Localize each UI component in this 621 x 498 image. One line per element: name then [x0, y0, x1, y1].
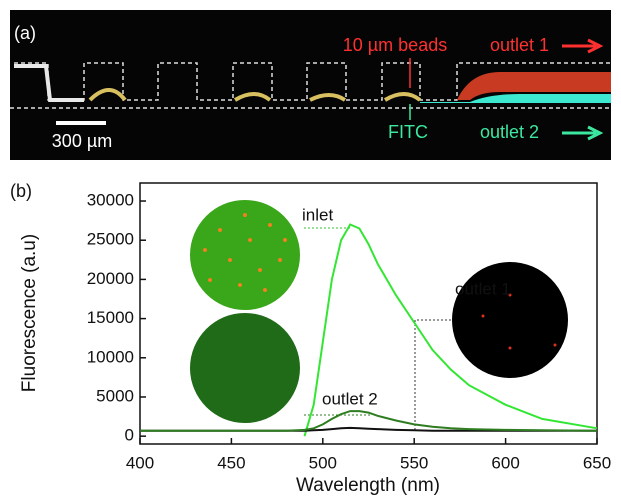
channel-wall — [14, 62, 611, 101]
y-tick-label: 30000 — [87, 191, 134, 210]
stream — [14, 64, 84, 102]
plot-frame — [139, 182, 598, 445]
series-label: outlet 1 — [455, 279, 511, 298]
annotation: FITC — [388, 122, 428, 142]
inset-inlet — [190, 200, 300, 310]
stream-outlet-2 — [420, 94, 611, 103]
inset-outlet-1 — [452, 262, 568, 378]
x-tick-label: 650 — [583, 453, 611, 472]
scale-label: 300 µm — [52, 131, 112, 151]
x-tick-label: 600 — [491, 453, 519, 472]
x-tick-label: 400 — [126, 453, 154, 472]
annotation: 10 µm beads — [343, 35, 447, 55]
series-line — [303, 223, 598, 437]
annotation: outlet 2 — [480, 122, 539, 142]
y-tick-label: 15000 — [87, 308, 134, 327]
series-line — [140, 410, 598, 432]
x-tick-label: 450 — [217, 453, 245, 472]
x-tick-label: 550 — [400, 453, 428, 472]
y-tick-label: 5000 — [96, 386, 134, 405]
x-tick-label: 500 — [309, 453, 337, 472]
y-tick-label: 10000 — [87, 347, 134, 366]
arrow — [562, 38, 604, 54]
y-tick-label: 25000 — [87, 230, 134, 249]
stream-outlet-1 — [457, 72, 611, 100]
beads — [203, 213, 287, 292]
annotation: outlet 1 — [490, 35, 549, 55]
panel-label: (b) — [10, 181, 32, 201]
y-axis-title: Fluorescence (a.u) — [19, 234, 40, 392]
series-label: outlet 2 — [322, 389, 378, 408]
panel-label: (a) — [14, 23, 36, 43]
y-tick-label: 0 — [125, 426, 134, 445]
y-tick-label: 20000 — [87, 269, 134, 288]
inset-outlet-2 — [190, 313, 300, 423]
series-label: inlet — [302, 205, 333, 224]
x-axis-title: Wavelength (nm) — [296, 475, 440, 496]
insets — [190, 200, 568, 430]
pointer — [414, 319, 452, 430]
panel-a: (a) 10 µm beads outlet 1 FITC outlet 2 3… — [10, 10, 611, 160]
beads — [481, 293, 557, 350]
stream — [88, 88, 422, 102]
arrow — [562, 125, 604, 141]
